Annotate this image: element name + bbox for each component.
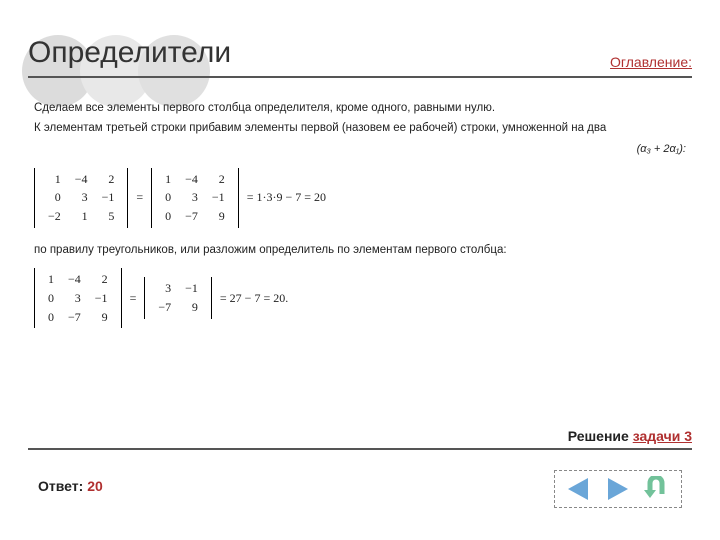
page-title: Определители (28, 36, 231, 70)
row-op-note: (α₃ + 2α₁): (34, 142, 686, 157)
arrow-right-icon (608, 478, 628, 500)
determinant-3: 1−4203−10−79 (34, 268, 122, 328)
answer-value: 20 (87, 478, 103, 494)
calc-tail-1: = 1·3·9 − 7 = 20 (245, 189, 328, 206)
calc-tail-2: = 27 − 7 = 20. (218, 290, 290, 307)
equals-1: = (134, 189, 145, 206)
math-expression-1: 1−4203−1−215 = 1−4203−10−79 = 1·3·9 − 7 … (34, 168, 686, 228)
return-button[interactable] (643, 475, 673, 503)
toc-link[interactable]: Оглавление: (610, 54, 692, 70)
equals-2: = (128, 290, 139, 307)
solution-link[interactable]: задачи 3 (633, 428, 692, 444)
paragraph-2: К элементам третьей строки прибавим элем… (34, 120, 686, 136)
next-button[interactable] (603, 475, 633, 503)
answer-block: Ответ: 20 (38, 478, 103, 494)
content-area: Сделаем все элементы первого столбца опр… (34, 100, 686, 338)
determinant-1: 1−4203−1−215 (34, 168, 128, 228)
header-bar: Определители Оглавление: (28, 36, 692, 78)
prev-button[interactable] (563, 475, 593, 503)
math-expression-2: 1−4203−10−79 = 3−1−79 = 27 − 7 = 20. (34, 268, 686, 328)
answer-label: Ответ: (38, 478, 87, 494)
arrow-left-icon (568, 478, 588, 500)
solution-label: Решение (568, 428, 633, 444)
determinant-2: 1−4203−10−79 (151, 168, 239, 228)
nav-controls (554, 470, 682, 508)
paragraph-3: по правилу треугольников, или разложим о… (34, 242, 686, 258)
paragraph-1: Сделаем все элементы первого столбца опр… (34, 100, 686, 116)
u-turn-icon (644, 476, 672, 502)
solution-bar: Решение задачи 3 (28, 428, 692, 450)
determinant-4: 3−1−79 (144, 277, 212, 319)
